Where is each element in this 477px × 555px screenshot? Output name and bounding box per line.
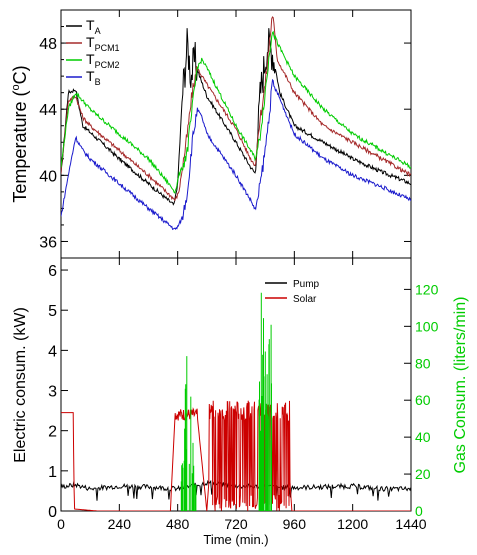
bottom-y-tick-label: 6 (48, 263, 57, 280)
series-line-t-pcm1 (61, 16, 411, 202)
legend-label: TPCM1 (86, 34, 120, 53)
bottom-y2-tick-label: 40 (415, 429, 431, 445)
legend-label: Solar (293, 294, 317, 305)
bottom-y2-tick-label: 100 (415, 318, 439, 334)
series-line-gas (180, 292, 272, 511)
x-tick-label: 240 (108, 516, 132, 532)
x-axis-label: Time (min.) (203, 532, 268, 547)
series-line-t-a (61, 28, 411, 206)
top-y-tick-label: 40 (39, 168, 57, 185)
x-tick-label: 720 (224, 516, 248, 532)
bottom-y-tick-label: 2 (48, 424, 57, 441)
top-y-axis-label: Temperature (oC) (10, 65, 30, 202)
x-tick-label: 0 (57, 516, 65, 532)
x-tick-label: 480 (166, 516, 190, 532)
series-line-t-b (61, 78, 411, 231)
bottom-y2-tick-label: 120 (415, 281, 439, 297)
x-tick-label: 1200 (337, 516, 368, 532)
bottom-y-tick-label: 1 (48, 464, 57, 481)
legend-label: TB (86, 68, 101, 87)
legend-label: TA (86, 17, 101, 36)
series-line-solar (61, 400, 411, 511)
bottom-y2-axis-label: Gas Consum. (liters/min) (452, 297, 469, 474)
consumption-series (61, 292, 411, 511)
x-tick-label: 1440 (395, 516, 426, 532)
top-y-axis: 36 40 44 48 (39, 9, 412, 259)
bottom-y2-tick-label: 20 (415, 466, 431, 482)
bottom-y-axis-label: Electric consum. (kW) (12, 307, 29, 463)
temperature-series (61, 16, 411, 231)
bottom-y2-tick-label: 80 (415, 355, 431, 371)
top-y-tick-label: 36 (39, 234, 57, 251)
top-y-tick-label: 44 (39, 102, 57, 119)
series-line-t-pcm2 (61, 30, 411, 194)
bottom-y2-tick-label: 0 (415, 503, 423, 519)
legend-label: Pump (293, 279, 320, 290)
bottom-y-tick-label: 4 (48, 343, 57, 360)
x-tick-label: 960 (283, 516, 307, 532)
top-y-tick-label: 48 (39, 36, 57, 53)
bottom-y-tick-label: 3 (48, 384, 57, 401)
bottom-y-tick-label: 0 (48, 504, 57, 521)
bottom-y-tick-label: 5 (48, 303, 57, 320)
bottom-legend: Pump Solar (265, 279, 320, 305)
bottom-y2-tick-label: 60 (415, 392, 431, 408)
legend-label: TPCM2 (86, 51, 120, 70)
